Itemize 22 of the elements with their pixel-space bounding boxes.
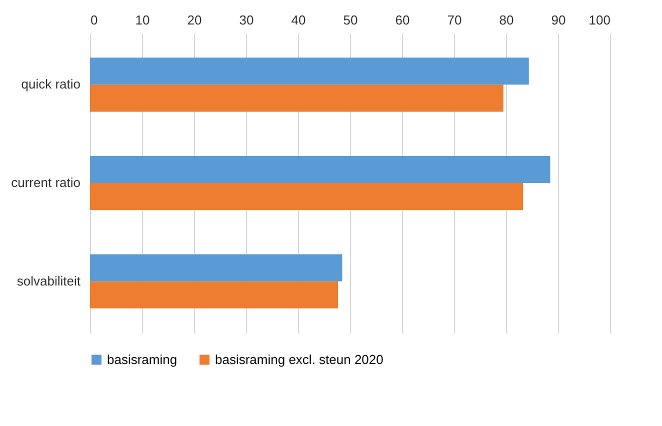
bar <box>90 281 338 308</box>
bar <box>90 254 342 282</box>
x-tick-label: 100 <box>588 12 610 28</box>
x-tick-label: 0 <box>90 12 98 28</box>
x-tick-label: 70 <box>447 12 462 28</box>
legend-label: basisraming <box>107 352 178 367</box>
y-tick-label: solvabiliteit <box>16 273 81 288</box>
x-tick-label: 10 <box>135 12 150 28</box>
x-tick-label: 40 <box>291 12 306 28</box>
bar <box>90 156 550 183</box>
y-tick-label: quick ratio <box>21 76 80 92</box>
bar <box>90 58 529 85</box>
bar <box>90 183 524 210</box>
x-tick-label: 60 <box>395 12 410 28</box>
y-tick-label: current ratio <box>11 175 80 190</box>
legend-label: basisraming excl. steun 2020 <box>215 352 384 367</box>
bar <box>90 84 504 112</box>
x-tick-label: 30 <box>239 12 254 28</box>
x-tick-label: 50 <box>343 12 358 28</box>
x-tick-label: 80 <box>499 12 514 28</box>
x-tick-label: 20 <box>187 12 202 28</box>
x-tick-label: 90 <box>551 12 566 28</box>
